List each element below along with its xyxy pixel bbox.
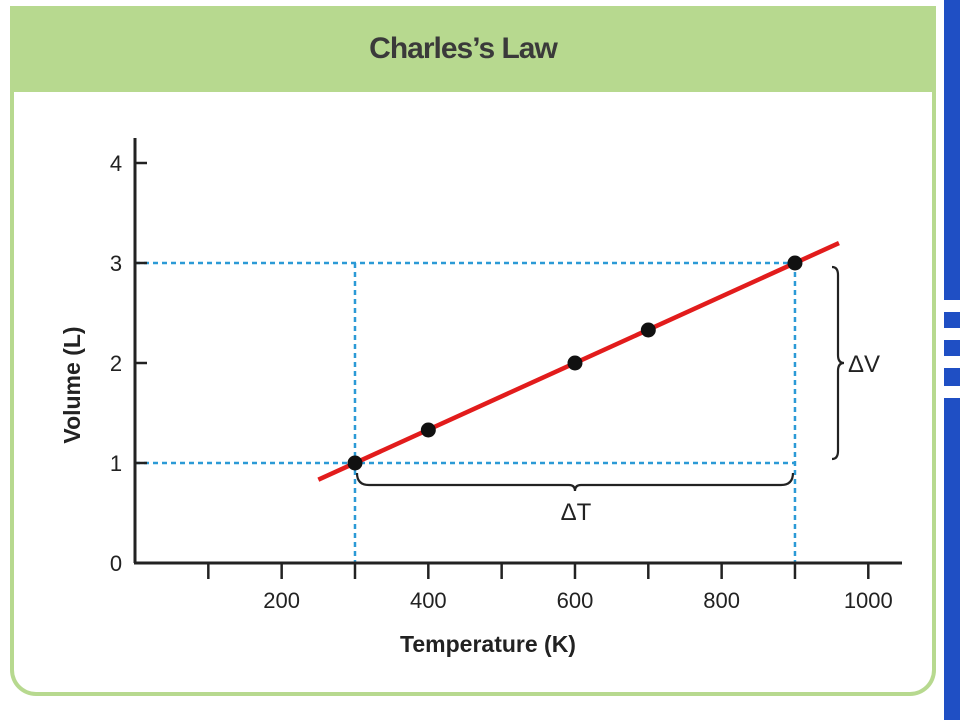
y-tick-label: 4 xyxy=(110,151,122,176)
x-tick-label: 200 xyxy=(263,588,300,613)
y-tick-label: 0 xyxy=(110,551,122,576)
x-tick-label: 800 xyxy=(703,588,740,613)
delta-t-label: ΔT xyxy=(561,499,592,526)
data-point xyxy=(567,355,583,371)
delta-t-brace xyxy=(355,472,795,492)
y-tick-label: 3 xyxy=(110,251,122,276)
x-tick-label: 600 xyxy=(557,588,594,613)
y-tick-label: 1 xyxy=(110,451,122,476)
x-ticks: 200 400 600 800 1000 xyxy=(207,563,893,613)
chart-panel xyxy=(10,6,936,696)
y-ticks: 0 1 2 3 4 xyxy=(110,151,147,576)
data-point xyxy=(347,455,363,471)
x-tick-label: 400 xyxy=(410,588,447,613)
data-point xyxy=(787,255,803,271)
data-point xyxy=(420,422,436,438)
delta-braces xyxy=(355,265,845,492)
data-point xyxy=(640,322,656,338)
chart-title: Charles’s Law xyxy=(369,32,558,65)
delta-v-label: ΔV xyxy=(848,351,880,378)
guide-lines xyxy=(135,261,797,563)
y-axis-title: Volume (L) xyxy=(59,326,85,443)
x-axis-title: Temperature (K) xyxy=(400,631,576,657)
delta-v-brace xyxy=(831,265,845,461)
side-accent-bar xyxy=(944,0,960,720)
data-points xyxy=(347,255,803,471)
axes xyxy=(133,138,902,565)
x-tick-label: 1000 xyxy=(844,588,893,613)
title-bar: Charles’s Law xyxy=(10,6,936,92)
y-tick-label: 2 xyxy=(110,351,122,376)
